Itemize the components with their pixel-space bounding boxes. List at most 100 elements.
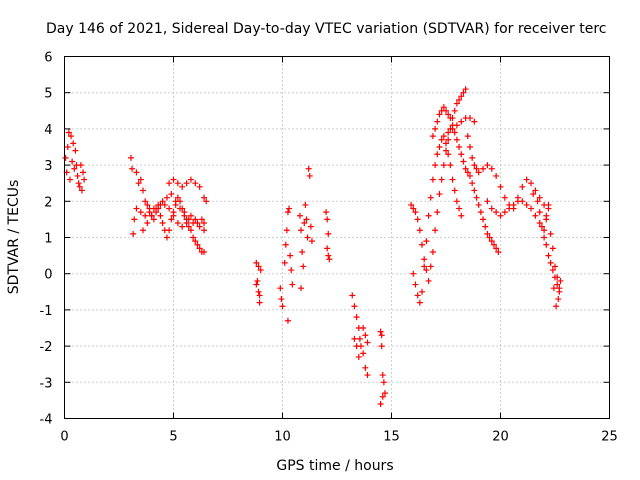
data-point — [421, 263, 428, 270]
data-point — [436, 111, 443, 118]
data-point — [287, 252, 294, 259]
data-point — [379, 393, 386, 400]
data-point — [554, 281, 561, 288]
data-point — [434, 151, 441, 158]
y-tick-label: -1 — [40, 304, 53, 319]
data-point — [131, 216, 138, 223]
data-point — [449, 176, 456, 183]
data-point — [429, 176, 436, 183]
data-point — [480, 165, 487, 172]
data-point — [466, 172, 473, 179]
data-point — [168, 216, 175, 223]
data-point — [541, 227, 548, 234]
data-point — [545, 201, 552, 208]
data-point — [201, 194, 208, 201]
data-point — [300, 263, 307, 270]
data-point — [523, 176, 530, 183]
data-point — [253, 259, 260, 266]
y-tick-label: -4 — [40, 413, 53, 428]
data-point — [545, 252, 552, 259]
data-point — [475, 201, 482, 208]
data-point — [192, 180, 199, 187]
data-point — [555, 296, 562, 303]
y-tick-label: 0 — [44, 268, 52, 283]
data-point — [296, 212, 303, 219]
data-point — [144, 201, 151, 208]
data-point — [443, 147, 449, 154]
data-point — [547, 259, 554, 266]
data-point — [549, 245, 556, 252]
data-point — [436, 144, 443, 150]
data-point — [201, 248, 208, 255]
data-point — [453, 136, 460, 143]
data-point — [445, 151, 452, 158]
data-point — [324, 216, 331, 223]
data-point — [506, 205, 513, 212]
data-point — [552, 263, 558, 270]
data-point — [456, 144, 463, 150]
data-point — [179, 183, 186, 190]
data-point — [139, 187, 146, 194]
data-point — [438, 136, 445, 143]
data-point — [532, 187, 539, 194]
data-point — [157, 212, 164, 219]
data-point — [484, 230, 491, 237]
data-point — [298, 227, 305, 234]
data-point — [69, 158, 76, 165]
data-point — [127, 154, 134, 161]
data-point — [458, 93, 465, 100]
data-point — [471, 118, 478, 125]
data-point — [469, 154, 476, 161]
data-point — [379, 372, 386, 379]
data-points — [62, 86, 564, 408]
y-tick-label: 4 — [44, 123, 52, 138]
y-tick-label: 6 — [44, 51, 52, 66]
x-tick-label: 25 — [601, 430, 618, 445]
data-point — [308, 238, 315, 245]
data-point — [490, 241, 497, 248]
plot-frame — [64, 56, 610, 419]
data-point — [547, 230, 554, 237]
data-point — [451, 187, 458, 194]
y-tick-label: 2 — [44, 195, 52, 210]
data-point — [144, 220, 151, 227]
data-point — [187, 227, 194, 234]
data-point — [257, 267, 264, 274]
data-point — [360, 325, 367, 331]
data-point — [139, 227, 146, 234]
data-point — [377, 401, 384, 408]
data-point — [493, 172, 500, 179]
x-tick-label: 15 — [383, 430, 400, 445]
data-point — [466, 115, 473, 122]
data-point — [536, 220, 543, 227]
data-point — [324, 245, 331, 252]
data-point — [495, 248, 502, 255]
data-point — [196, 183, 203, 190]
data-point — [279, 303, 286, 310]
data-point — [326, 256, 333, 263]
data-point — [381, 390, 388, 397]
data-point — [323, 209, 330, 216]
data-point — [201, 227, 208, 234]
data-point — [434, 118, 441, 125]
data-point — [65, 129, 72, 136]
data-point — [493, 209, 500, 216]
data-point — [281, 259, 288, 266]
data-point — [179, 223, 186, 230]
data-point — [469, 180, 476, 187]
data-point — [519, 198, 526, 205]
data-point — [80, 169, 87, 176]
data-point — [286, 205, 293, 212]
data-point — [410, 205, 417, 212]
data-point — [488, 238, 495, 245]
data-point — [192, 238, 199, 245]
y-tick-label: 3 — [44, 159, 52, 174]
data-point — [464, 133, 471, 140]
data-point — [434, 209, 441, 216]
data-point — [81, 176, 88, 183]
data-point — [301, 220, 308, 227]
data-point — [536, 194, 543, 201]
data-point — [445, 111, 452, 118]
data-point — [412, 209, 419, 216]
data-point — [177, 205, 184, 212]
